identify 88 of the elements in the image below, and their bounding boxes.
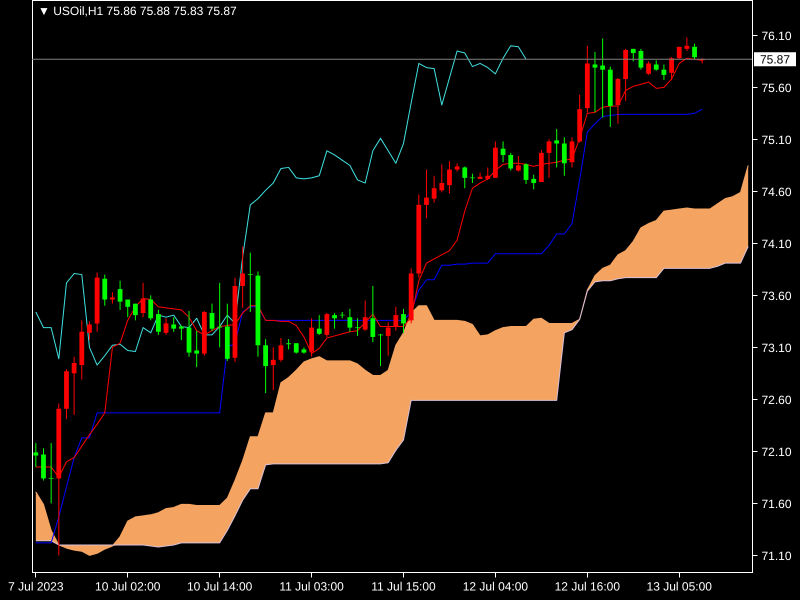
candlestick	[531, 174, 536, 190]
candlestick	[355, 318, 360, 336]
y-tick-label: 73.60	[762, 288, 792, 303]
candlestick	[439, 164, 444, 193]
y-tick-label: 71.60	[762, 496, 792, 511]
candlestick	[516, 156, 521, 172]
x-tick-label: 10 Jul 02:00	[95, 580, 161, 594]
candlestick	[500, 140, 506, 163]
y-tick-label: 73.10	[762, 340, 792, 355]
candlestick	[362, 300, 368, 332]
candlestick	[164, 318, 168, 336]
chart-title: ▼ USOil,H1 75.86 75.88 75.83 75.87	[38, 4, 237, 18]
line-series	[35, 246, 749, 548]
candlestick	[692, 43, 697, 60]
candlestick	[630, 48, 636, 62]
y-tick-label: 75.60	[762, 80, 792, 95]
y-tick-label: 75.10	[762, 132, 792, 147]
candlestick	[309, 318, 314, 358]
candlestick	[592, 52, 598, 113]
candlestick	[378, 333, 384, 367]
candlestick	[217, 282, 222, 348]
x-tick-label: 10 Jul 14:00	[186, 580, 253, 594]
candlestick	[470, 173, 475, 184]
candlestick	[110, 292, 115, 304]
candlestick	[125, 299, 130, 318]
candlestick	[240, 246, 246, 308]
candlestick	[316, 314, 322, 336]
candlestick	[248, 252, 253, 312]
candlestick	[432, 175, 437, 204]
x-tick-label: 11 Jul 15:00	[371, 580, 436, 594]
candlestick	[462, 166, 468, 189]
candlestick	[546, 138, 552, 178]
line-series	[35, 45, 527, 366]
candlestick	[171, 316, 176, 332]
candlestick	[600, 38, 606, 118]
candlestick	[87, 320, 92, 341]
candlestick	[401, 308, 406, 334]
candlestick	[393, 306, 398, 332]
x-tick-label: 13 Jul 05:00	[646, 580, 712, 594]
candlestick	[370, 286, 376, 343]
candlestick	[102, 274, 108, 306]
candlestick	[263, 338, 268, 394]
candlestick	[386, 322, 391, 356]
candlestick	[148, 294, 154, 321]
candlestick	[33, 442, 38, 468]
y-tick-label: 76.10	[762, 28, 792, 43]
candlestick	[210, 303, 214, 332]
y-tick-label: 72.60	[762, 392, 792, 407]
candlestick	[332, 312, 337, 330]
candlestick	[424, 169, 429, 219]
candlestick	[554, 128, 560, 168]
x-tick-label: 7 Jul 2023	[8, 580, 64, 594]
candlestick	[286, 338, 291, 350]
x-tick-label: 12 Jul 16:00	[554, 580, 620, 594]
y-tick-label: 71.10	[762, 548, 792, 563]
candlestick	[133, 303, 138, 321]
candlestick	[662, 64, 666, 81]
candlestick	[278, 338, 284, 362]
line-series	[35, 108, 703, 544]
candlestick	[570, 136, 574, 168]
candlestick	[194, 330, 200, 368]
candlestick	[684, 36, 690, 52]
y-tick-label: 74.60	[762, 184, 792, 199]
candlestick	[41, 448, 46, 481]
candlestick	[676, 46, 682, 60]
candlestick	[140, 282, 146, 318]
y-tick-label: 74.10	[762, 236, 792, 251]
candlestick	[156, 309, 161, 336]
candlestick	[294, 342, 299, 354]
candlestick	[508, 152, 514, 172]
candlestick	[48, 442, 54, 504]
candlestick	[562, 136, 567, 176]
candlestick	[178, 325, 184, 341]
x-tick-label: 12 Jul 04:00	[462, 580, 528, 594]
y-tick-label: 72.10	[762, 444, 792, 459]
candlestick	[654, 60, 659, 72]
candlestick	[270, 346, 276, 390]
candlestick	[447, 160, 452, 194]
candlestick	[118, 280, 122, 310]
candlestick	[638, 48, 644, 70]
candlestick	[524, 162, 528, 185]
ref-line-label: 75.87	[760, 52, 790, 66]
candlestick	[646, 60, 651, 76]
candlestick	[485, 166, 490, 180]
candlestick	[72, 356, 77, 416]
candlestick	[347, 308, 352, 332]
x-tick-label: 11 Jul 03:00	[279, 580, 344, 594]
candlestick	[324, 312, 330, 338]
